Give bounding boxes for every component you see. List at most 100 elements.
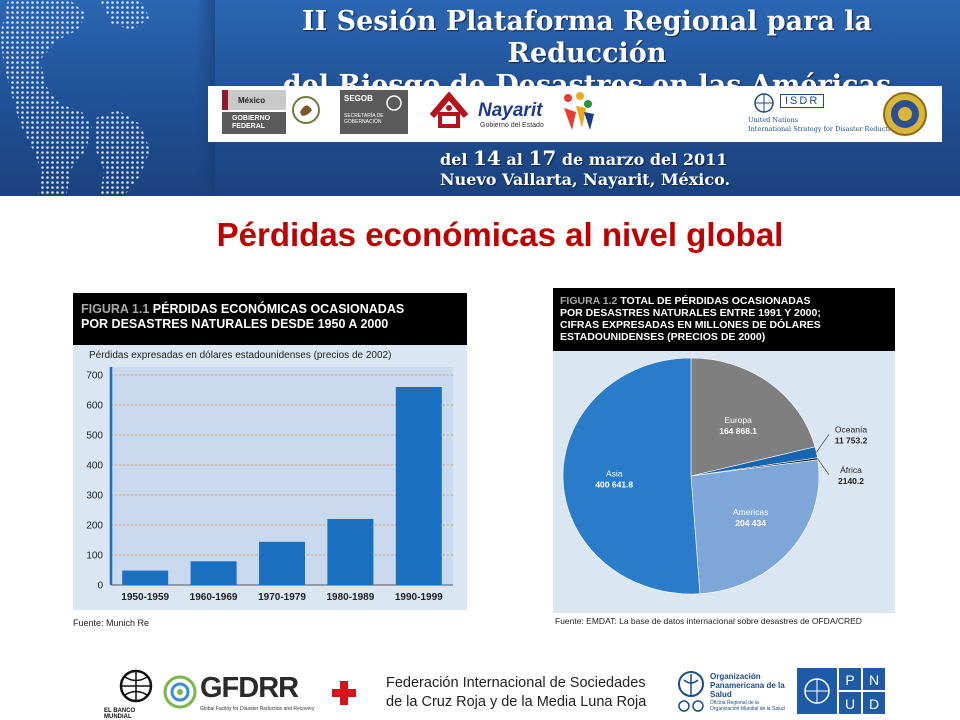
ops-label: Organización Panamericana de la Salud xyxy=(710,672,785,699)
x-tick-label: 1950-1959 xyxy=(121,592,169,603)
event-dates: del 14 al 17 de marzo del 2011 Nuevo Val… xyxy=(440,148,730,190)
y-tick-label: 400 xyxy=(86,461,103,472)
dates-day-start: 14 xyxy=(473,146,501,170)
isdr-sub-line2: International Strategy for Disaster Redu… xyxy=(748,125,899,133)
pnud-letter-n: N xyxy=(869,672,879,688)
gfdrr-sub-label: Global Facility for Disaster Reduction a… xyxy=(200,706,315,712)
figure-1-2-title-line1: FIGURA 1.2 TOTAL DE PÉRDIDAS OCASIONADAS xyxy=(560,295,889,307)
x-tick-label: 1970-1979 xyxy=(258,592,306,603)
y-tick-label: 100 xyxy=(86,551,103,562)
pnud-logo-graphic: P N U D xyxy=(797,668,885,714)
figure-1-2-title-line4: ESTADOUNIDENSES (PRECIOS DE 2000) xyxy=(560,331,766,343)
event-dates-line1: del 14 al 17 de marzo del 2011 xyxy=(440,148,730,170)
bar-1990-1999 xyxy=(395,387,442,585)
nayarit-logo: Nayarit Gobierno del Estado xyxy=(478,90,596,138)
figure-1-2-title-rest: TOTAL DE PÉRDIDAS OCASIONADAS xyxy=(617,295,811,307)
gfdrr-label: GFDRR xyxy=(200,672,299,704)
mexico-eagle-icon xyxy=(292,96,320,124)
isdr-label: ISDR xyxy=(780,94,825,108)
proteccion-civil-logo xyxy=(426,90,472,138)
proteccion-civil-icon xyxy=(429,91,469,128)
gobierno-federal-logo: México GOBIERNO FEDERAL xyxy=(222,90,322,138)
isdr-sub-line1: United Nations xyxy=(748,116,799,124)
bar-chart: 0 100 200 300 400 500 600 700 1950-1959 1960-1969… xyxy=(86,367,453,603)
pie-label-asia: Asia xyxy=(606,468,623,478)
sponsor-logo-strip: México GOBIERNO FEDERAL SEGOB SECRETARÍA… xyxy=(208,86,942,142)
red-cross-crescent-icon xyxy=(332,678,384,708)
ops-emblem-icon xyxy=(678,671,704,712)
oea-seal-logo xyxy=(880,90,930,138)
y-tick-label: 700 xyxy=(86,371,103,382)
figure-1-1-title-rest: PÉRDIDAS ECONÓMICAS OCASIONADAS xyxy=(149,302,405,316)
pnud-logo: P N U D xyxy=(797,668,885,716)
x-tick-label: 1990-1999 xyxy=(395,592,443,603)
ops-sub-label: Oficina Regional de la Organización Mund… xyxy=(710,700,785,712)
gobierno-federal-label: GOBIERNO FEDERAL xyxy=(222,112,286,134)
segob-eagle-icon xyxy=(386,95,402,111)
figure-1-2: FIGURA 1.2 TOTAL DE PÉRDIDAS OCASIONADAS… xyxy=(553,288,895,628)
ifrc-logo: Federación Internacional de Sociedades d… xyxy=(330,668,660,718)
figure-1-1-title-line1: FIGURA 1.1 PÉRDIDAS ECONÓMICAS OCASIONAD… xyxy=(81,302,457,317)
isdr-sub-label: United Nations International Strategy fo… xyxy=(748,116,898,134)
segob-logo: SEGOB SECRETARÍA DE GOBERNACIÓN xyxy=(340,90,410,138)
figure-1-2-title: FIGURA 1.2 TOTAL DE PÉRDIDAS OCASIONADAS… xyxy=(553,288,895,351)
pnud-letter-u: U xyxy=(845,696,855,712)
pie-slice-asia xyxy=(562,357,701,595)
pnud-letter-d: D xyxy=(869,696,879,712)
figure-1-2-title-line3: CIFRAS EXPRESADAS EN MILLONES DE DÓLARES xyxy=(560,319,821,331)
segob-box: SEGOB SECRETARÍA DE GOBERNACIÓN xyxy=(340,90,408,134)
nayarit-figures-icon xyxy=(564,92,594,130)
pie-value-europa: 164 868.1 xyxy=(719,426,757,436)
x-tick-label: 1980-1989 xyxy=(326,592,374,603)
event-location: Nuevo Vallarta, Nayarit, México. xyxy=(440,170,731,189)
americas-map-graphic xyxy=(0,0,215,196)
figure-1-1-title-line2: POR DESASTRES NATURALES DESDE 1950 A 200… xyxy=(81,317,389,331)
slide-title: Pérdidas económicas al nivel global xyxy=(216,216,784,253)
bar-1950-1959 xyxy=(122,570,169,585)
dates-prefix: del xyxy=(440,150,474,169)
pnud-letter-p: P xyxy=(845,672,854,688)
mexico-label: México xyxy=(222,90,286,110)
figure-1-2-title-line2: POR DESASTRES NATURALES ENTRE 1991 Y 200… xyxy=(560,307,821,319)
dates-middle: al xyxy=(500,150,529,169)
nayarit-label: Nayarit xyxy=(478,100,543,121)
segob-label: SEGOB xyxy=(344,94,373,103)
pie-label-oceanía: Oceanía xyxy=(835,424,867,434)
y-tick-label: 500 xyxy=(86,431,103,442)
banner-title-line1: II Sesión Plataforma Regional para la Re… xyxy=(302,6,872,69)
nayarit-sub-label: Gobierno del Estado xyxy=(480,122,544,129)
pie-leader-áfrica xyxy=(817,458,830,475)
y-tick-label: 300 xyxy=(86,491,103,502)
footer-logo-bar: EL BANCO MUNDIAL GFDRR Global Facility f… xyxy=(0,668,960,720)
pie-value-americas: 204 434 xyxy=(735,518,766,528)
dates-suffix: de marzo del 2011 xyxy=(556,150,728,169)
un-emblem-icon xyxy=(754,93,774,113)
pie-slice-europa xyxy=(690,357,816,477)
figure-1-2-chart-area: Europa 164 868.1 Oceanía 11 753.2 África 2140… xyxy=(553,351,895,613)
bar-1980-1989 xyxy=(327,519,374,585)
pie-leader-oceanía xyxy=(816,434,830,453)
x-tick-label: 1960-1969 xyxy=(190,592,238,603)
y-tick-label: 0 xyxy=(97,581,103,592)
ops-logo: Organización Panamericana de la Salud Of… xyxy=(676,668,786,718)
pie-value-áfrica: 2140.2 xyxy=(838,476,864,486)
banco-mundial-globe-icon xyxy=(119,669,153,703)
ifrc-label-line2: de la Cruz Roja y de la Media Luna Roja xyxy=(386,694,647,710)
gfdrr-globe-icon xyxy=(163,675,197,709)
dates-day-end: 17 xyxy=(528,146,557,170)
y-tick-label: 600 xyxy=(86,401,103,412)
segob-sub-label: SECRETARÍA DE GOBERNACIÓN xyxy=(344,113,384,125)
figure-1-1-chart-area: 0 100 200 300 400 500 600 700 1950-1959 1960-1969… xyxy=(73,345,467,610)
isdr-logo: ISDR United Nations International Strate… xyxy=(748,90,908,138)
figure-1-2-number: FIGURA 1.2 xyxy=(560,295,618,307)
header-banner: II Sesión Plataforma Regional para la Re… xyxy=(0,0,960,196)
oea-seal-icon xyxy=(883,92,927,136)
pie-label-europa: Europa xyxy=(724,415,752,425)
y-axis-label: Pérdidas expresadas en dólares estadouni… xyxy=(89,350,392,361)
figure-1-2-source: Fuente: EMDAT: La base de datos internac… xyxy=(555,616,862,626)
pie-label-americas: Americas xyxy=(733,507,768,517)
pie-value-oceanía: 11 753.2 xyxy=(835,435,868,445)
banco-mundial-label: EL BANCO MUNDIAL xyxy=(104,708,136,720)
